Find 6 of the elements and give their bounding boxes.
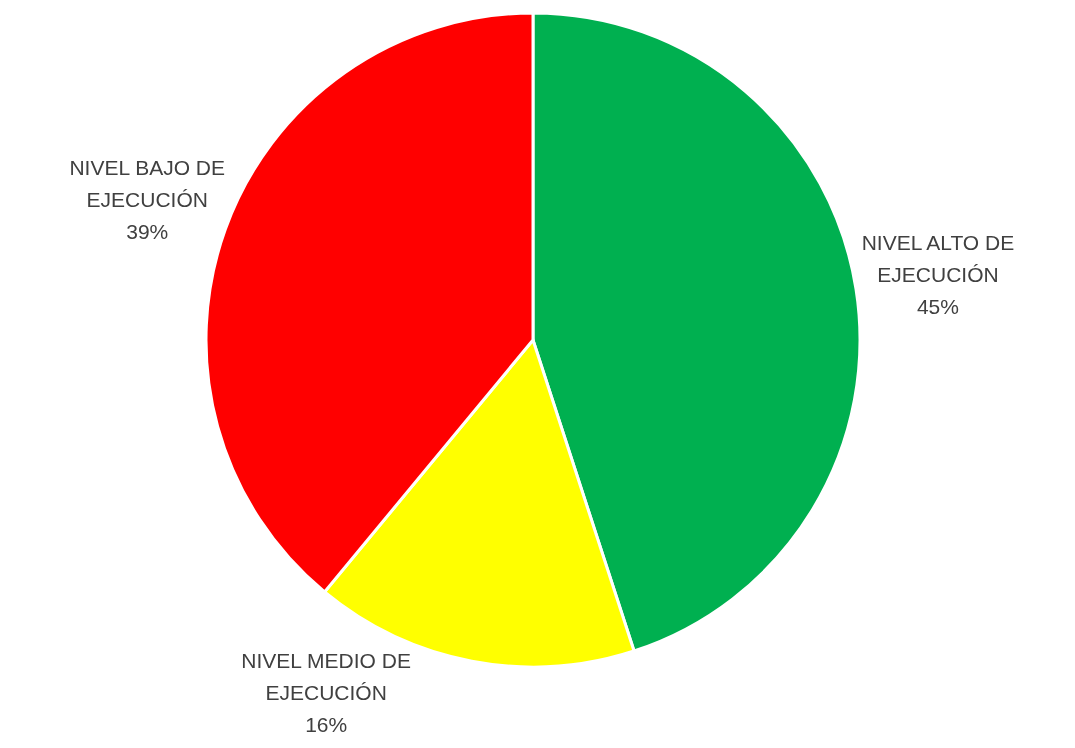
data-label: 39%	[126, 220, 169, 244]
data-label: 16%	[305, 713, 348, 736]
slice-label: NIVEL MEDIO DE EJECUCIÓN	[241, 649, 411, 704]
slice-label: NIVEL ALTO DE EJECUCIÓN	[861, 230, 1015, 286]
slice-label: NIVEL BAJO DE EJECUCIÓN	[69, 156, 226, 212]
data-label: 45%	[916, 294, 959, 318]
